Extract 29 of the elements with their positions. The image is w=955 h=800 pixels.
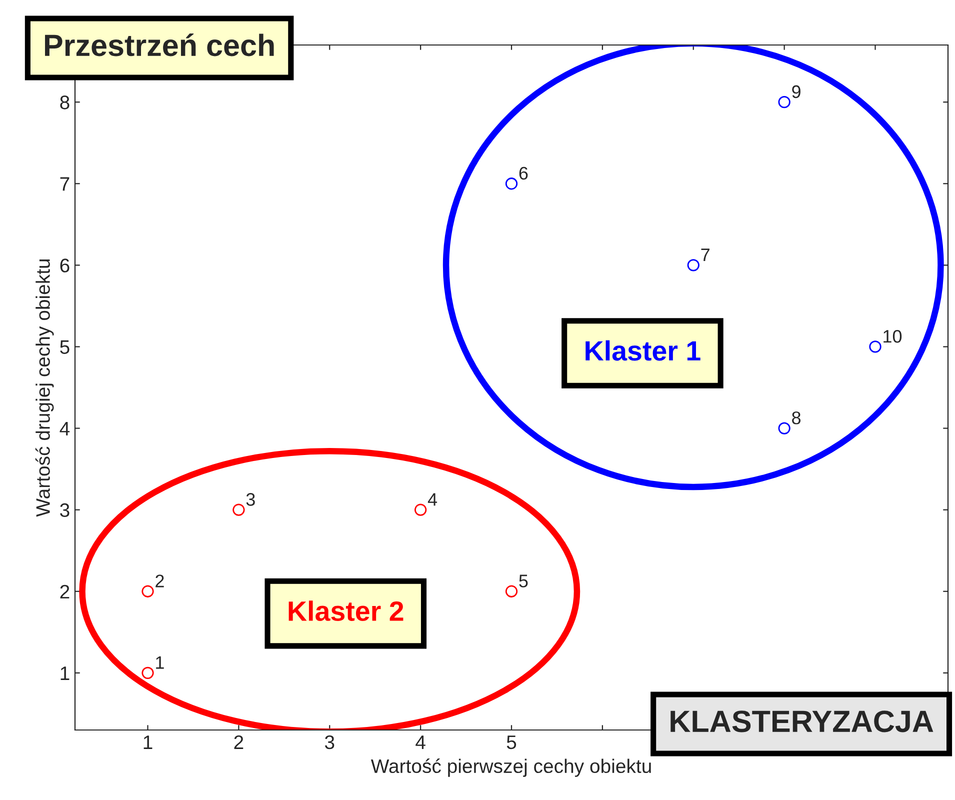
annotation: 5	[519, 574, 528, 588]
y-tick-label: 7	[60, 177, 70, 191]
annotation: 4	[428, 493, 438, 506]
x-tick-label: 3	[324, 735, 334, 750]
annotation: 9	[792, 85, 800, 98]
x-tick-label: 2	[234, 735, 244, 749]
y-tick-label: 1	[60, 666, 70, 680]
x-axis-title: Wartość pierwszej cechy obiektu	[370, 758, 651, 777]
text: Klaster 2	[288, 600, 404, 622]
annotation: 10	[884, 330, 902, 343]
annotation: 3	[246, 493, 255, 506]
x-tick-label: 1	[144, 736, 152, 749]
annotation: 6	[519, 166, 528, 180]
chart-title: Przestrzeń cech	[45, 33, 274, 56]
y-tick-label: 2	[60, 584, 70, 598]
annotation: 7	[701, 248, 710, 262]
y-tick-label: 6	[60, 258, 70, 272]
x-tick-label: 5	[506, 736, 516, 750]
annotation: KLASTERYZACJA	[670, 710, 934, 732]
y-tick-label: 8	[60, 96, 70, 110]
annotation: 2	[156, 574, 164, 588]
annotation: 1	[156, 656, 164, 669]
annotation: 8	[792, 412, 801, 424]
y-tick-label: 4	[60, 422, 70, 436]
y-tick-label: 5	[60, 340, 70, 354]
x-tick-label: 4	[416, 736, 426, 749]
text: Klaster 1	[586, 340, 700, 361]
y-axis-title: Wartość drugiej cechy obiektu	[35, 259, 54, 517]
y-tick-label: 3	[60, 503, 70, 518]
